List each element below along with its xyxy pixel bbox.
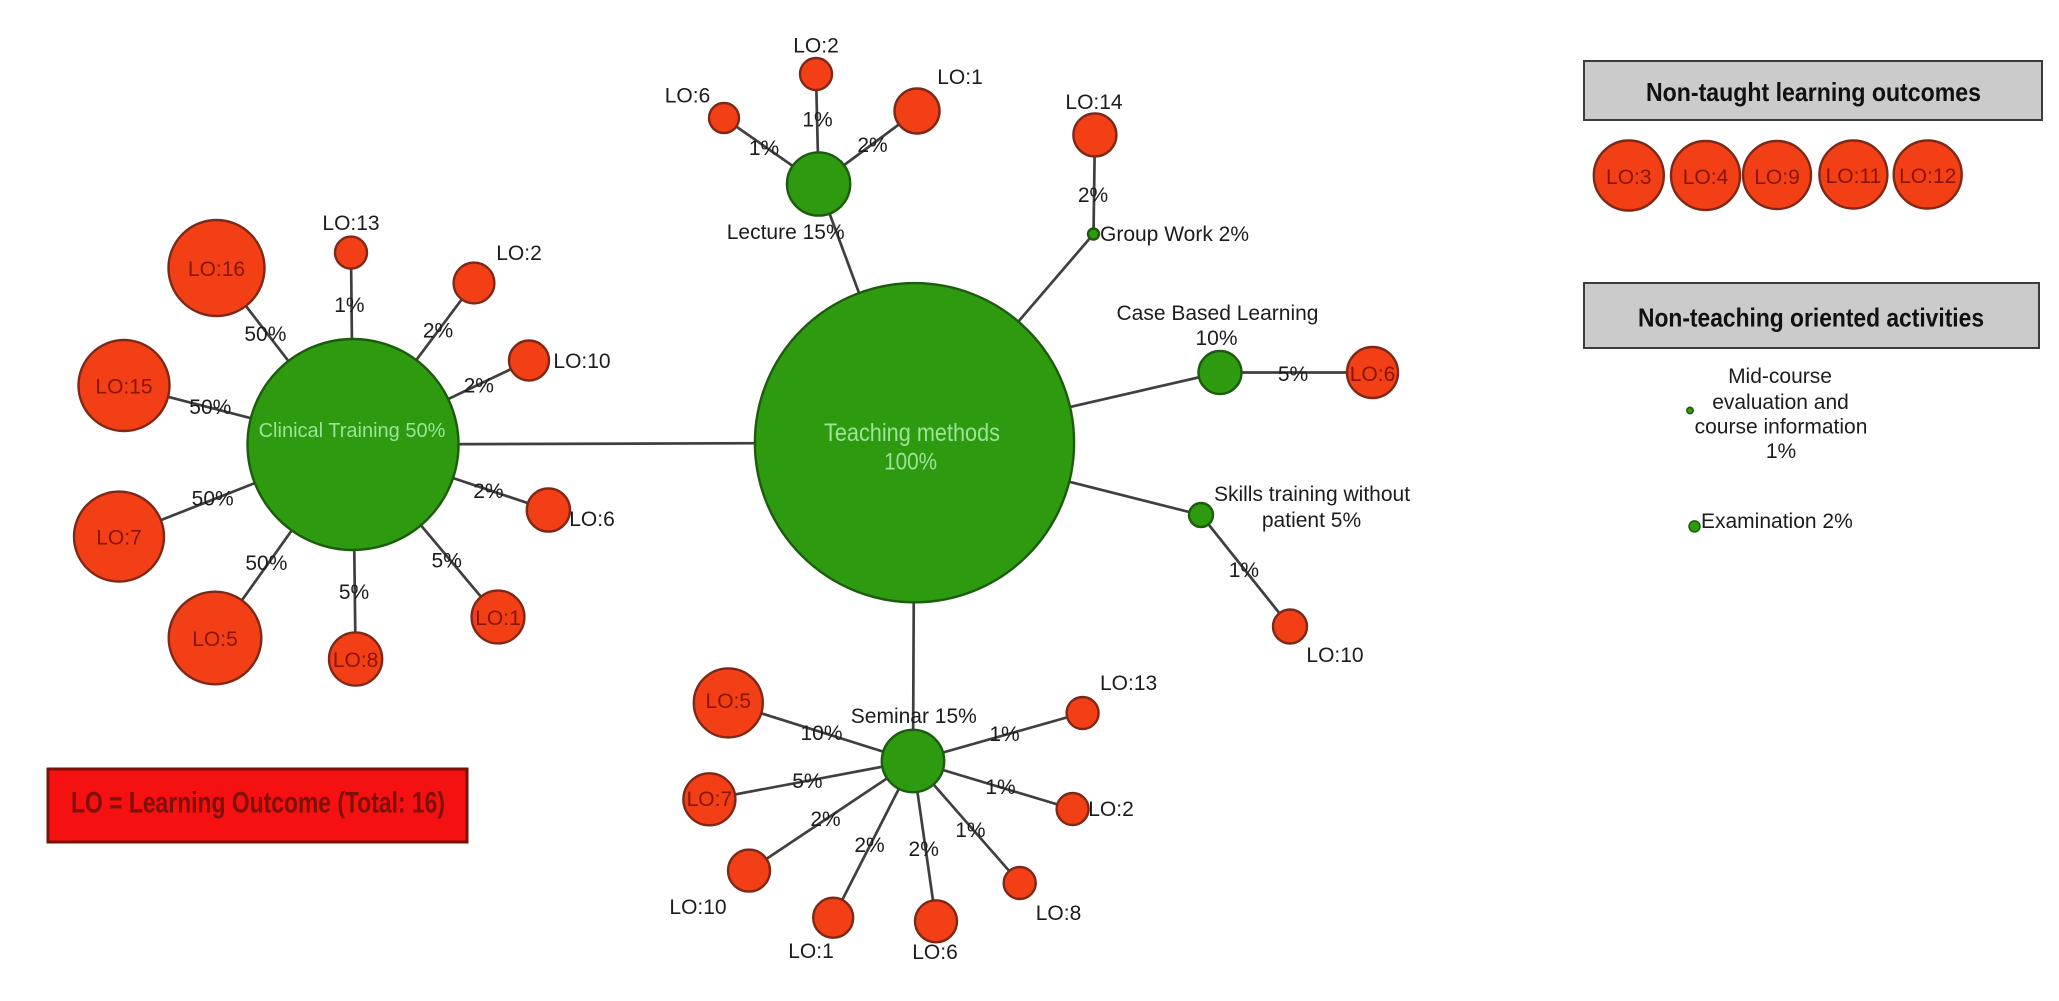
svg-text:2%: 2%: [909, 838, 939, 861]
svg-text:Non-teaching oriented activiti: Non-teaching oriented activities: [1638, 303, 1984, 333]
svg-text:LO = Learning Outcome (Total:: LO = Learning Outcome (Total: 16): [71, 787, 445, 820]
svg-text:LO:7: LO:7: [96, 527, 142, 550]
svg-text:1%: 1%: [802, 109, 832, 132]
svg-text:Group Work 2%: Group Work 2%: [1100, 223, 1249, 246]
svg-text:LO:12: LO:12: [1899, 165, 1956, 188]
svg-text:LO:2: LO:2: [496, 242, 542, 265]
svg-text:LO:9: LO:9: [1754, 166, 1800, 189]
svg-text:100%: 100%: [884, 449, 937, 476]
svg-text:LO:6: LO:6: [912, 941, 958, 964]
svg-text:Skills training without: Skills training without: [1214, 483, 1410, 506]
svg-text:10%: 10%: [1195, 327, 1237, 350]
svg-text:1%: 1%: [1229, 559, 1259, 582]
svg-text:50%: 50%: [189, 396, 231, 419]
svg-text:Teaching methods: Teaching methods: [824, 419, 1000, 447]
svg-text:LO:5: LO:5: [706, 690, 752, 713]
svg-text:LO:5: LO:5: [192, 628, 238, 651]
svg-text:50%: 50%: [245, 552, 287, 575]
svg-text:LO:13: LO:13: [1100, 672, 1157, 695]
svg-text:Case Based Learning: Case Based Learning: [1117, 302, 1319, 325]
svg-text:2%: 2%: [473, 480, 503, 503]
svg-text:10%: 10%: [800, 722, 842, 745]
svg-text:2%: 2%: [1078, 184, 1108, 207]
svg-text:LO:2: LO:2: [793, 35, 839, 58]
svg-text:evaluation and: evaluation and: [1712, 391, 1849, 414]
svg-text:LO:15: LO:15: [95, 376, 152, 399]
svg-text:1%: 1%: [989, 723, 1019, 746]
svg-text:2%: 2%: [810, 808, 840, 831]
svg-text:1%: 1%: [955, 819, 985, 842]
svg-text:LO:1: LO:1: [788, 940, 834, 963]
svg-text:5%: 5%: [1278, 363, 1308, 386]
svg-text:LO:8: LO:8: [1036, 902, 1082, 925]
svg-text:2%: 2%: [857, 134, 887, 157]
svg-text:Mid-course: Mid-course: [1728, 365, 1832, 388]
svg-text:LO:1: LO:1: [937, 66, 983, 89]
svg-text:Seminar 15%: Seminar 15%: [851, 705, 977, 728]
svg-text:1%: 1%: [334, 294, 364, 317]
svg-text:Examination 2%: Examination 2%: [1701, 510, 1853, 533]
svg-text:2%: 2%: [854, 834, 884, 857]
svg-text:LO:1: LO:1: [475, 607, 521, 630]
svg-text:LO:13: LO:13: [322, 212, 379, 235]
svg-text:Lecture 15%: Lecture 15%: [727, 221, 845, 244]
svg-text:2%: 2%: [464, 375, 494, 398]
svg-text:course information: course information: [1695, 416, 1868, 439]
svg-text:patient 5%: patient 5%: [1262, 509, 1361, 532]
svg-text:LO:11: LO:11: [1826, 165, 1882, 188]
svg-text:LO:4: LO:4: [1683, 166, 1729, 189]
svg-text:LO:8: LO:8: [333, 649, 379, 672]
svg-text:LO:14: LO:14: [1065, 91, 1123, 114]
svg-text:LO:2: LO:2: [1088, 798, 1134, 821]
svg-text:5%: 5%: [339, 581, 369, 604]
svg-text:1%: 1%: [985, 776, 1015, 799]
svg-text:Non-taught learning outcomes: Non-taught learning outcomes: [1646, 77, 1981, 107]
svg-text:LO:6: LO:6: [665, 85, 711, 108]
svg-text:LO:10: LO:10: [553, 350, 610, 373]
svg-text:LO:10: LO:10: [669, 896, 726, 919]
svg-text:1%: 1%: [1766, 440, 1796, 463]
svg-text:LO:3: LO:3: [1606, 166, 1652, 189]
svg-text:LO:6: LO:6: [569, 508, 615, 531]
svg-text:50%: 50%: [244, 323, 286, 346]
svg-text:LO:6: LO:6: [1350, 363, 1396, 386]
svg-text:LO:7: LO:7: [687, 788, 733, 811]
svg-text:2%: 2%: [423, 320, 453, 343]
svg-text:50%: 50%: [192, 487, 234, 510]
svg-text:Clinical Training 50%: Clinical Training 50%: [259, 420, 446, 442]
svg-text:5%: 5%: [432, 550, 462, 573]
svg-text:5%: 5%: [792, 770, 822, 793]
svg-text:1%: 1%: [749, 137, 779, 160]
svg-text:LO:16: LO:16: [188, 258, 245, 281]
svg-text:LO:10: LO:10: [1306, 644, 1363, 667]
